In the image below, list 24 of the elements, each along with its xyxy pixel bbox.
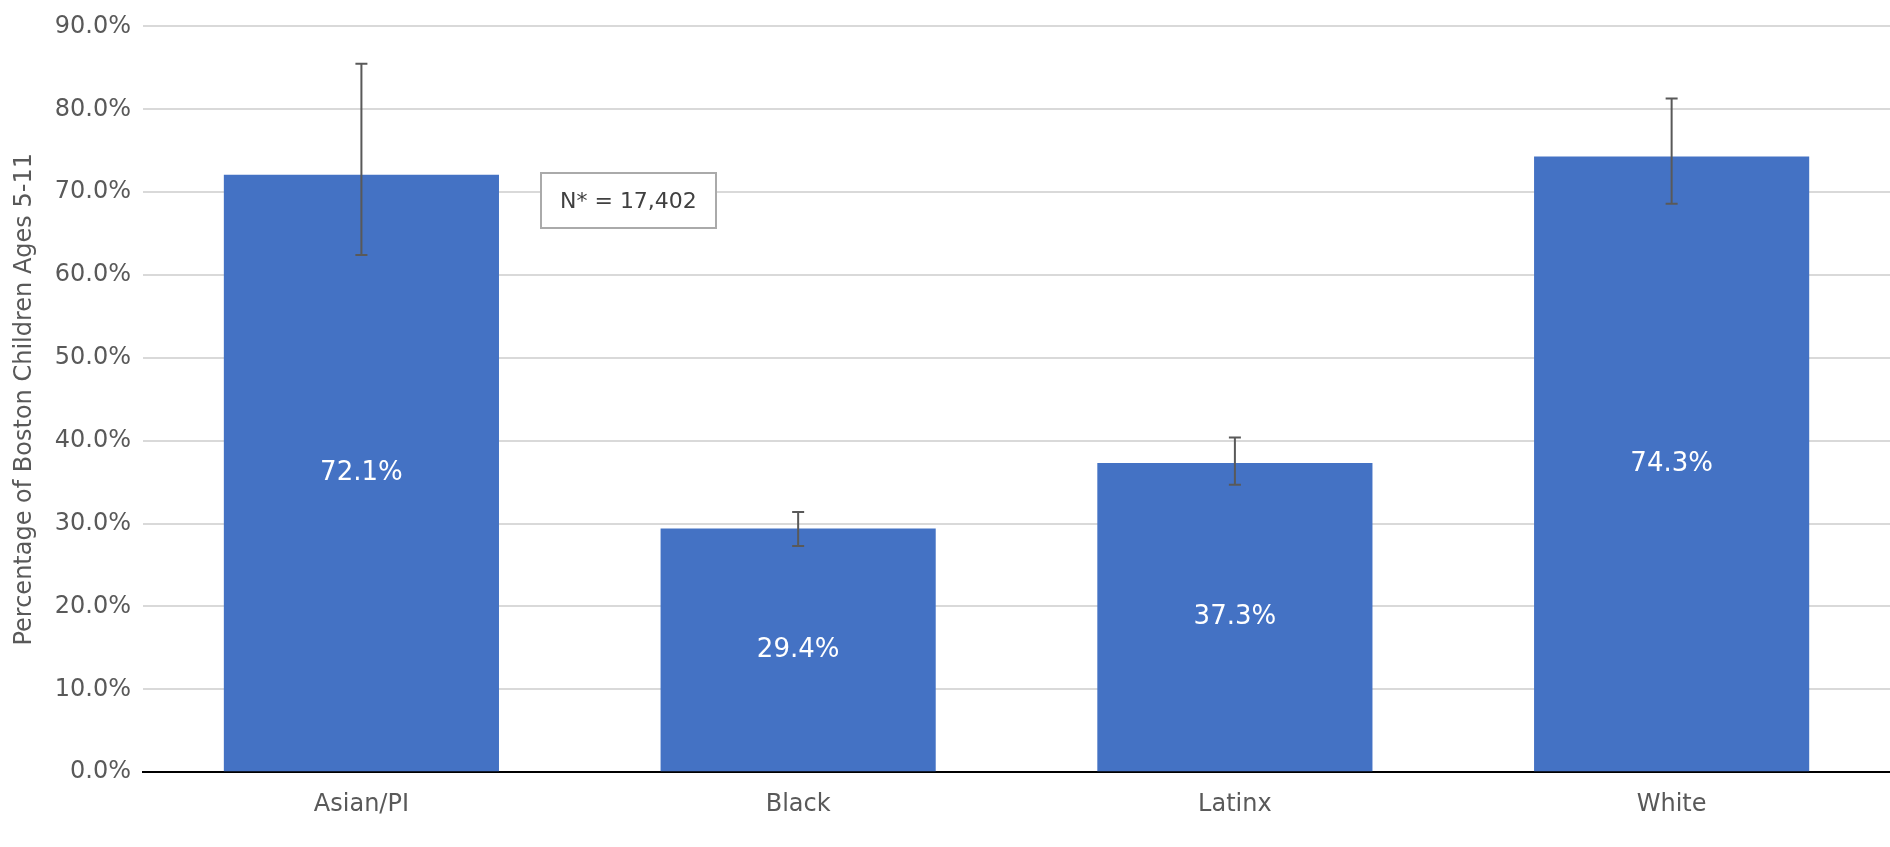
- bar: [1097, 463, 1373, 772]
- y-tick-label: 90.0%: [54, 10, 132, 39]
- data-label: 29.4%: [756, 632, 840, 663]
- y-tick-label: 40.0%: [54, 424, 132, 453]
- y-tick-label: 60.0%: [54, 259, 132, 288]
- x-tick-label: Asian/PI: [313, 788, 409, 817]
- x-tick-label: Latinx: [1198, 788, 1272, 817]
- y-tick-label: 0.0%: [70, 756, 132, 785]
- data-label: 72.1%: [320, 455, 403, 486]
- bar: [1534, 156, 1810, 772]
- data-label: 74.3%: [1630, 446, 1713, 477]
- data-label: 37.3%: [1193, 599, 1277, 630]
- y-tick-label: 80.0%: [54, 93, 132, 122]
- y-tick-label: 10.0%: [54, 673, 132, 702]
- x-tick-label: White: [1636, 788, 1707, 817]
- annotation: N* = 17,402: [540, 172, 717, 229]
- bar: [660, 528, 936, 772]
- y-axis-title: Percentage of Boston Children Ages 5-11: [8, 153, 37, 646]
- x-tick-label: Black: [765, 788, 831, 817]
- y-tick-label: 20.0%: [54, 590, 132, 619]
- bar: [223, 174, 499, 772]
- y-tick-label: 30.0%: [54, 507, 132, 536]
- y-tick-label: 70.0%: [54, 176, 132, 205]
- y-tick-label: 50.0%: [54, 342, 132, 371]
